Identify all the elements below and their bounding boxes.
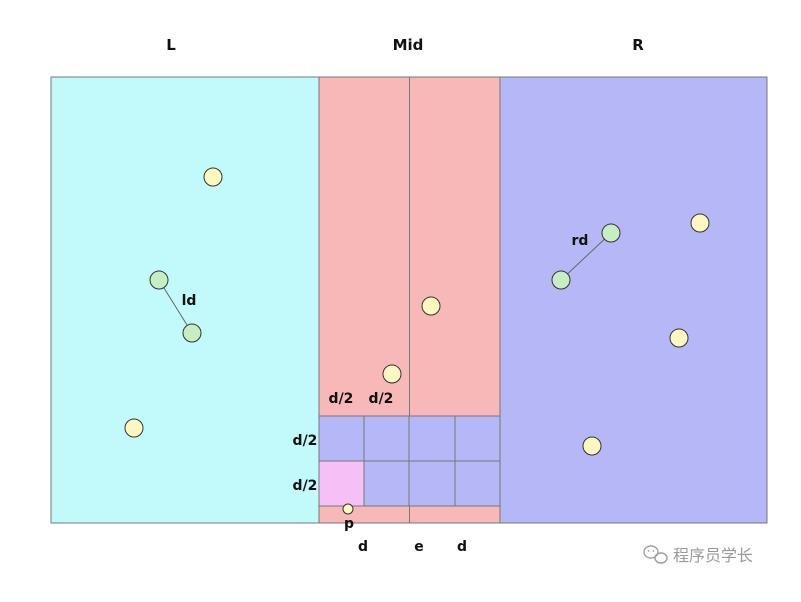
half-grid	[318, 415, 501, 507]
point-left	[124, 418, 144, 438]
point-left-closest	[149, 270, 169, 290]
rd-label: rd	[572, 233, 589, 249]
half-col-label-1: d/2	[329, 391, 354, 407]
bottom-d-left-label: d	[358, 539, 368, 555]
watermark-text: 程序员学长	[673, 546, 753, 565]
point-left	[203, 167, 223, 187]
point-right-closest	[551, 270, 571, 290]
half-col-label-2: d/2	[369, 391, 394, 407]
half-row-label-1: d/2	[293, 433, 318, 449]
point-right	[690, 213, 710, 233]
point-right	[582, 436, 602, 456]
point-right	[669, 328, 689, 348]
grid-cell	[363, 460, 410, 507]
point-p-label: p	[344, 516, 354, 532]
left-region	[50, 76, 320, 524]
left-label: L	[166, 36, 176, 54]
grid-cell	[454, 460, 501, 507]
wechat-icon	[643, 545, 668, 564]
ld-connector	[158, 279, 193, 334]
point-left-closest	[182, 323, 202, 343]
right-region	[499, 76, 768, 524]
grid-cell-highlight	[318, 460, 365, 507]
grid-cell	[408, 460, 456, 507]
grid-cell	[408, 415, 456, 462]
rd-connector	[560, 232, 612, 281]
grid-cell	[454, 415, 501, 462]
ld-label: ld	[182, 293, 197, 309]
point-p	[342, 503, 354, 515]
right-label: R	[632, 36, 644, 54]
grid-cell	[363, 415, 410, 462]
point-right-closest	[601, 223, 621, 243]
point-mid	[421, 296, 441, 316]
half-row-label-2: d/2	[293, 478, 318, 494]
bottom-e-label: e	[414, 539, 424, 555]
mid-label: Mid	[393, 36, 424, 54]
point-mid	[382, 364, 402, 384]
grid-cell	[318, 415, 365, 462]
bottom-d-right-label: d	[457, 539, 467, 555]
watermark: 程序员学长	[643, 545, 753, 565]
